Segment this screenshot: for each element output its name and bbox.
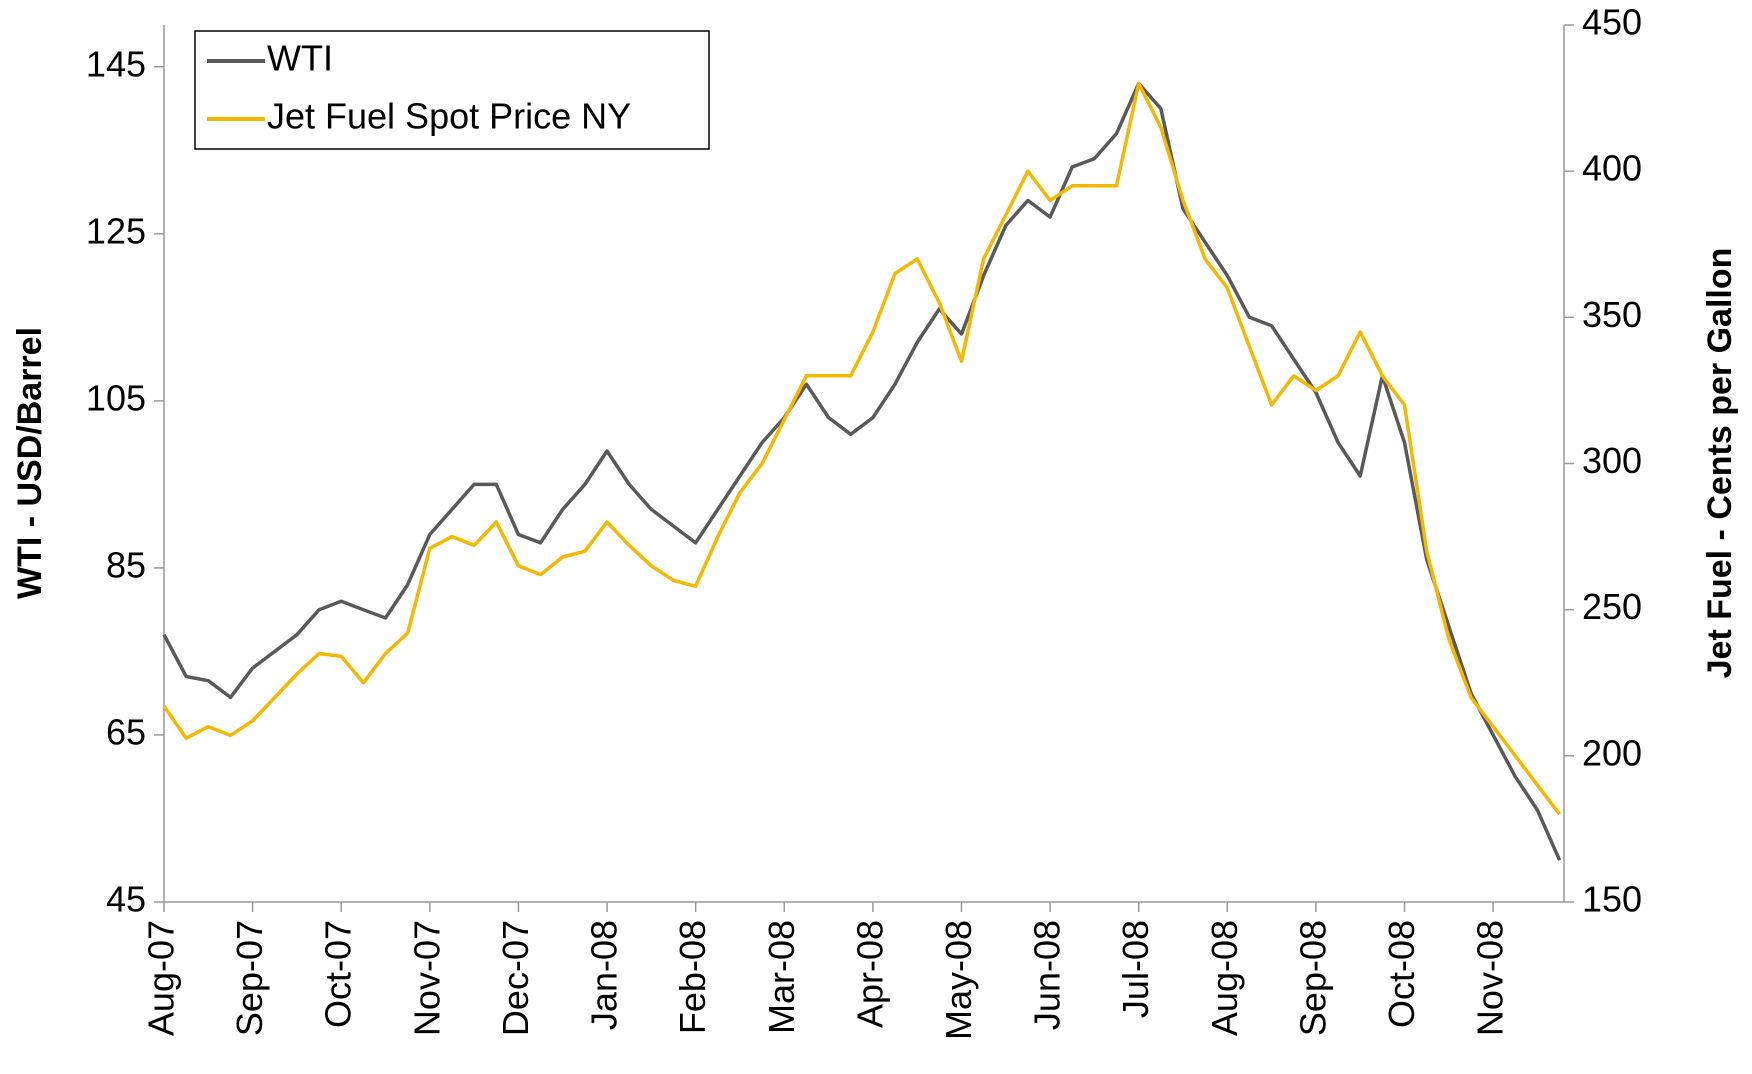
x-tick-label: Jun-08 — [1027, 920, 1068, 1030]
series-line — [162, 81, 1562, 861]
y-tick-label: 145 — [86, 43, 146, 84]
y2-tick-label: 400 — [1582, 148, 1642, 189]
x-tick-label: Apr-08 — [849, 920, 890, 1028]
legend-box — [194, 30, 710, 150]
legend-label: Jet Fuel Spot Price NY — [267, 96, 631, 137]
x-tick-label: Jan-08 — [584, 920, 625, 1030]
x-tick-label: Aug-07 — [141, 920, 182, 1036]
y-tick-label: 105 — [86, 377, 146, 418]
x-tick-label: Mar-08 — [761, 920, 802, 1034]
x-tick-label: Jul-08 — [1115, 920, 1156, 1018]
y2-tick-label: 250 — [1582, 586, 1642, 627]
y2-tick-label: 200 — [1582, 732, 1642, 773]
series-line — [162, 81, 1561, 816]
y2-tick-label: 150 — [1582, 879, 1642, 920]
x-tick-label: Nov-08 — [1470, 920, 1511, 1036]
y-tick-label: 125 — [86, 210, 146, 251]
legend-label: WTI — [267, 38, 333, 79]
x-tick-label: Aug-08 — [1204, 920, 1245, 1036]
x-tick-label: Dec-07 — [495, 920, 536, 1036]
y2-tick-label: 300 — [1582, 440, 1642, 481]
y-tick-label: 85 — [106, 544, 146, 585]
x-tick-label: May-08 — [938, 920, 979, 1040]
y2-tick-label: 450 — [1582, 2, 1642, 43]
x-tick-label: Feb-08 — [672, 920, 713, 1034]
y2-axis-title: Jet Fuel - Cents per Gallon — [1701, 248, 1739, 679]
x-tick-label: Sep-08 — [1292, 920, 1333, 1036]
x-tick-label: Sep-07 — [229, 920, 270, 1036]
y-tick-label: 65 — [106, 711, 146, 752]
y-tick-label: 45 — [106, 879, 146, 920]
y2-tick-label: 350 — [1582, 294, 1642, 335]
x-tick-label: Nov-07 — [406, 920, 447, 1036]
y-axis-title: WTI - USD/Barrel — [11, 327, 49, 599]
x-tick-label: Oct-08 — [1381, 920, 1422, 1028]
x-tick-label: Oct-07 — [318, 920, 359, 1028]
